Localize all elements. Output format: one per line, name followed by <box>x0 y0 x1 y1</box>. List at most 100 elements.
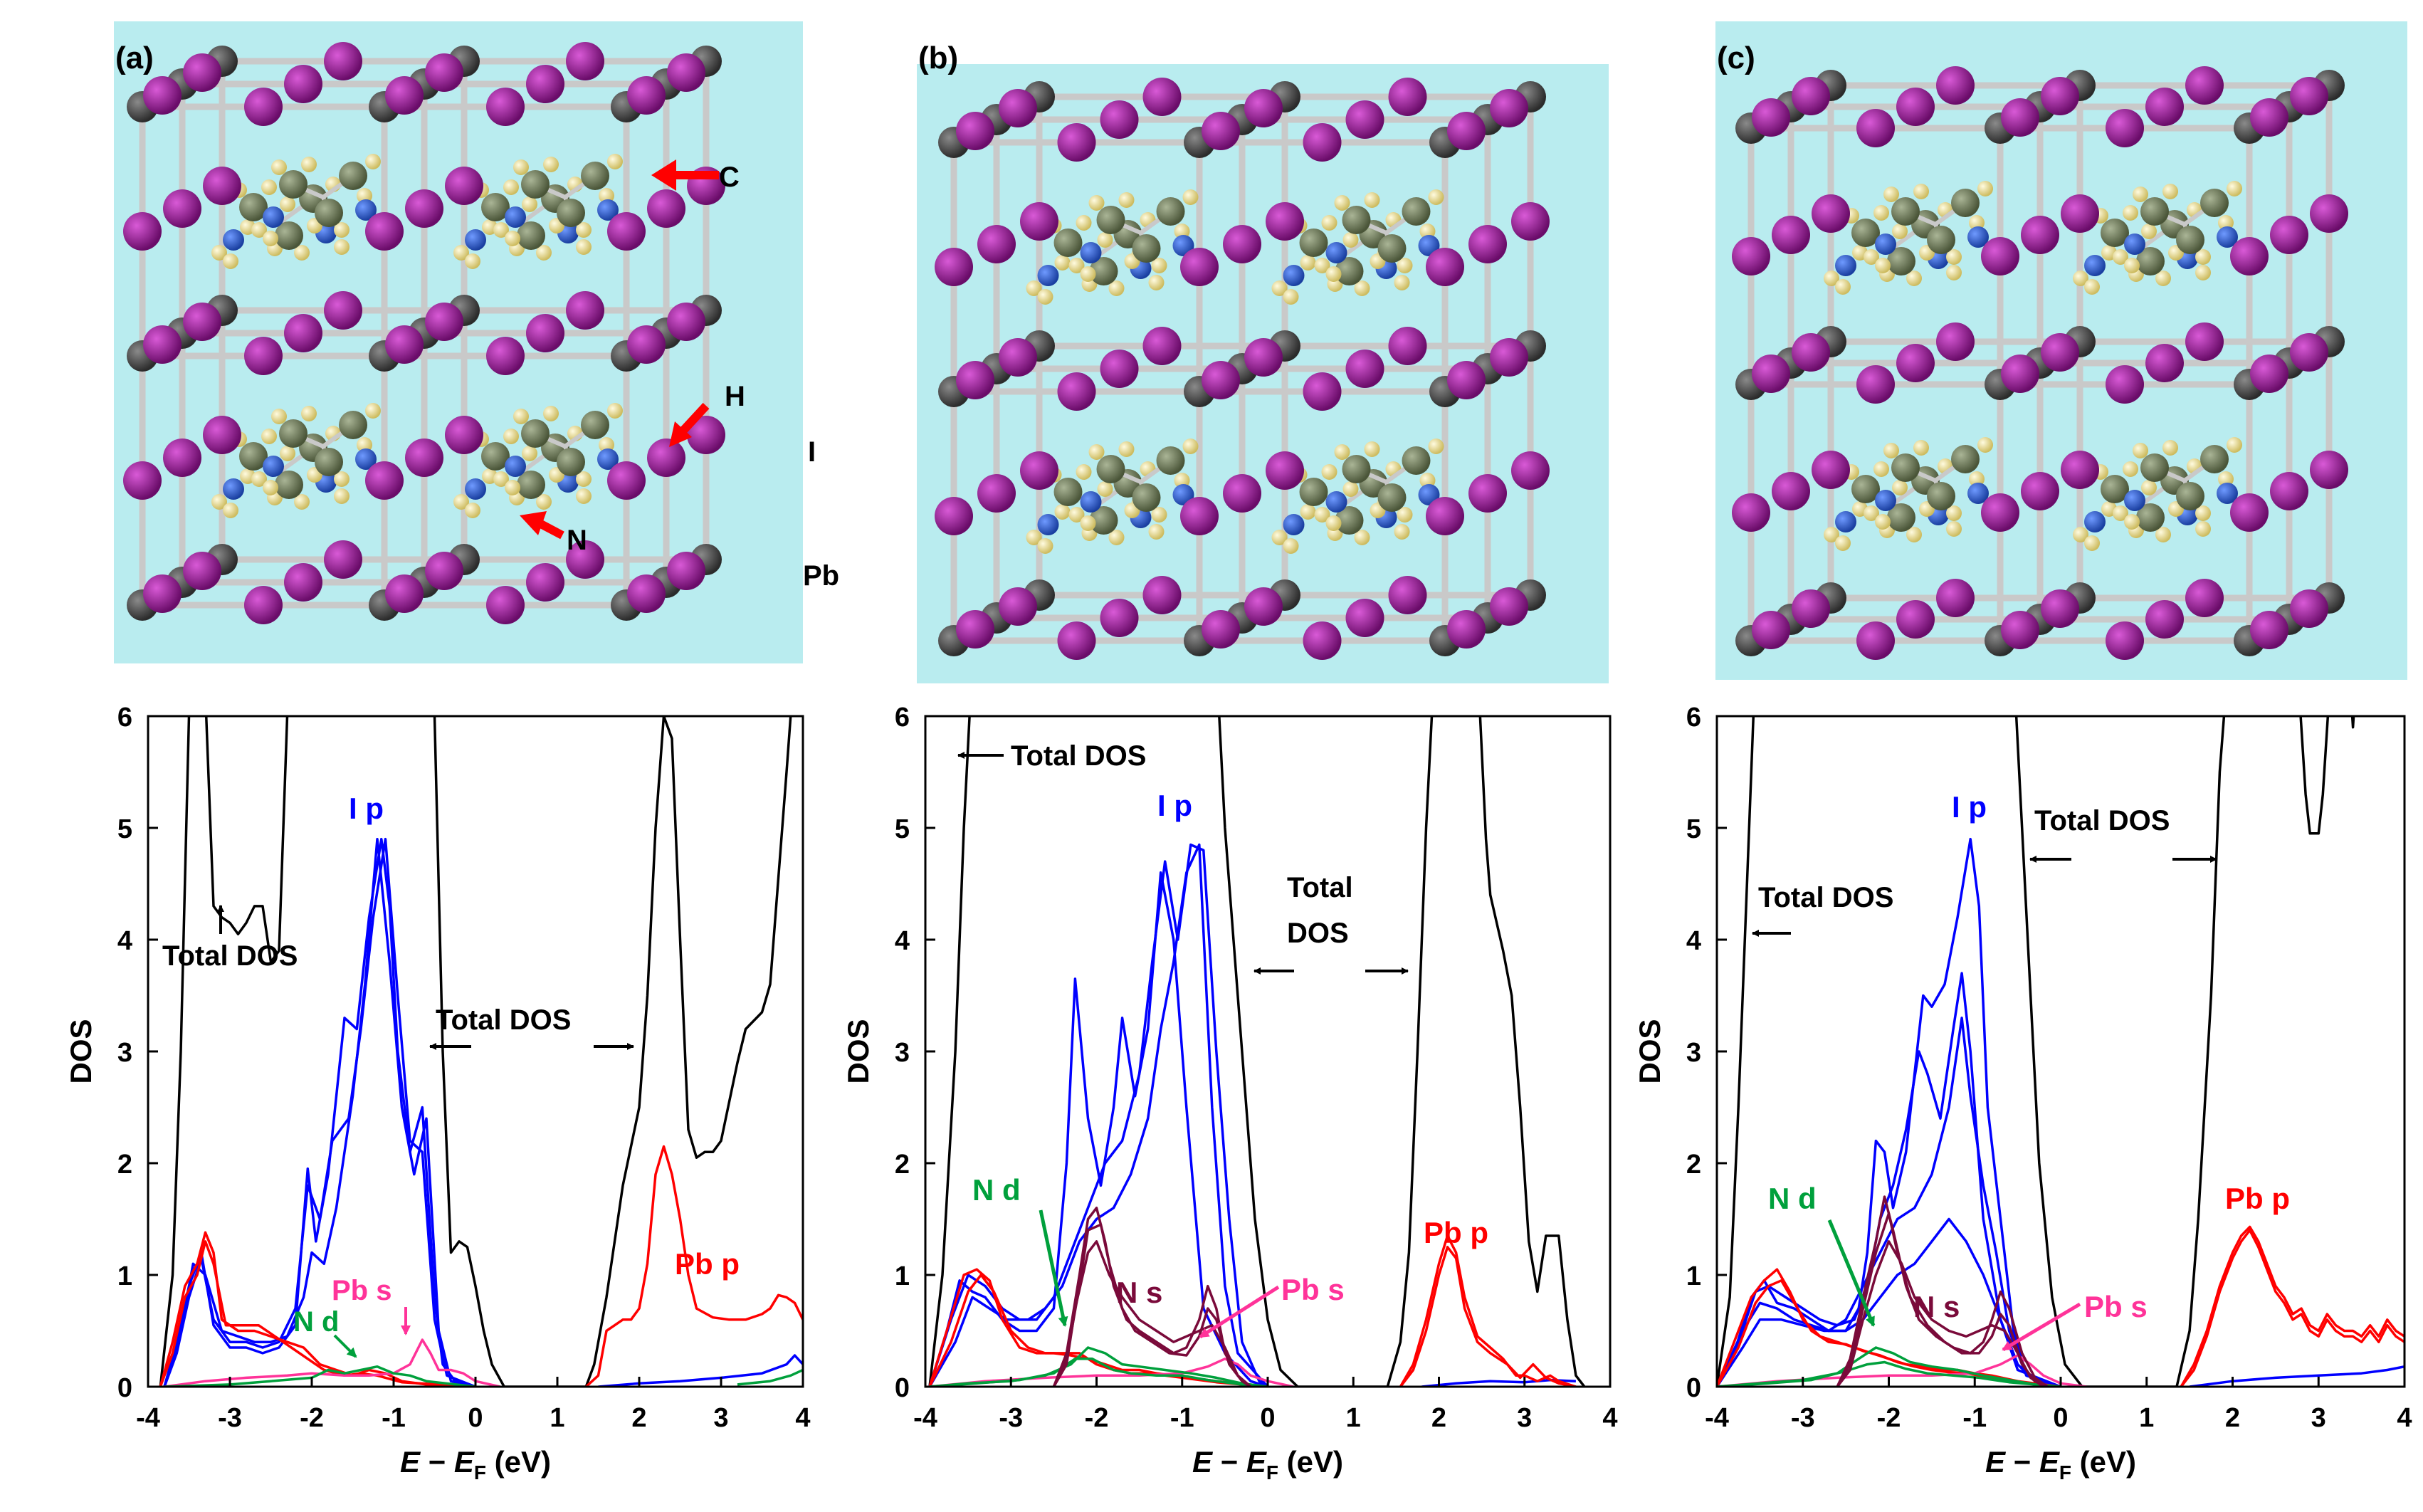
nitrogen-atom <box>1037 514 1059 535</box>
carbon-atom <box>1096 455 1125 483</box>
iodine-atom <box>1856 621 1895 660</box>
series-i-p <box>928 843 1269 1387</box>
series-n-d <box>1717 1360 2061 1387</box>
iodine-atom <box>1896 344 1935 382</box>
iodine-atom <box>2270 472 2308 510</box>
carbon-atom <box>275 471 303 499</box>
carbon-atom <box>2140 453 2169 482</box>
carbon-atom <box>1089 257 1118 285</box>
nitrogen-atom <box>597 448 619 470</box>
hydrogen-atom <box>503 179 519 195</box>
hydrogen-atom <box>301 157 317 172</box>
iodine-atom <box>1772 216 1810 254</box>
iodine-atom <box>183 552 221 590</box>
nitrogen-atom <box>223 229 244 251</box>
hydrogen-atom <box>1283 289 1299 305</box>
annotation-i-p: I p <box>1952 790 1987 824</box>
y-tick-label: 3 <box>1686 1038 1701 1068</box>
iodine-atom <box>2290 589 2328 628</box>
iodine-atom <box>1732 493 1770 532</box>
hydrogen-atom <box>1906 527 1922 542</box>
iodine-atom <box>977 225 1016 263</box>
carbon-atom <box>1402 197 1431 226</box>
dos-plot-a: Total DOS Total DOS I p Pb s N d Pb p -4… <box>64 703 811 1484</box>
hydrogen-atom <box>334 222 349 238</box>
carbon-atom <box>2101 219 2129 247</box>
annotation-i-p: I p <box>1157 789 1192 822</box>
iodine-atom <box>486 88 525 126</box>
y-axis-label: DOS <box>1633 1019 1666 1083</box>
carbon-atom <box>1342 206 1371 234</box>
y-tick-label: 5 <box>117 814 132 844</box>
x-tick-label: -2 <box>300 1403 324 1433</box>
series-i-p <box>163 837 476 1387</box>
carbon-atom <box>521 419 550 448</box>
hydrogen-atom <box>576 471 592 487</box>
iodine-atom <box>2250 611 2288 649</box>
hydrogen-atom <box>301 406 317 421</box>
iodine-atom <box>1752 611 1790 649</box>
iodine-atom <box>1772 472 1810 510</box>
hydrogen-atom <box>365 154 381 169</box>
hydrogen-atom <box>1148 275 1165 290</box>
hydrogen-atom <box>263 480 278 495</box>
iodine-atom <box>1303 123 1342 162</box>
y-axis-label: DOS <box>841 1019 875 1083</box>
y-axis-label: DOS <box>64 1019 98 1083</box>
x-axis-label-symbol: E <box>1246 1445 1268 1479</box>
iodine-atom <box>1732 237 1770 275</box>
hydrogen-atom <box>365 403 381 419</box>
iodine-atom <box>1856 365 1895 404</box>
iodine-atom <box>244 586 283 624</box>
hydrogen-atom <box>1271 280 1288 296</box>
hydrogen-atom <box>2141 224 2157 239</box>
carbon-atom <box>1053 229 1083 257</box>
hydrogen-atom <box>1873 461 1889 477</box>
organic-cations <box>1824 181 2251 551</box>
carbon-atom <box>339 162 367 190</box>
nitrogen-atom <box>1080 242 1102 263</box>
iodine-atom <box>143 76 182 115</box>
nitrogen-atom <box>1283 265 1305 286</box>
iodine-atom <box>405 439 443 477</box>
hydrogen-atom <box>1913 440 1929 456</box>
series-i-p <box>1717 972 2061 1387</box>
organic-cations <box>211 154 631 518</box>
series-n-s <box>1052 1207 1252 1387</box>
hydrogen-atom <box>1835 279 1851 295</box>
x-tick-label: 1 <box>550 1403 564 1433</box>
hydrogen-atom <box>1118 441 1135 457</box>
x-axis-label: E − EF (eV) <box>400 1445 551 1484</box>
hydrogen-atom <box>1873 205 1889 221</box>
annotation-n-s: N s <box>1913 1290 1960 1323</box>
iodine-atom <box>365 212 404 251</box>
iodine-atom <box>425 303 463 341</box>
iodine-atom <box>2021 216 2059 254</box>
iodine-atom <box>526 563 564 602</box>
x-tick-label: 3 <box>2311 1403 2326 1433</box>
annotation-pb-s: Pb s <box>1281 1273 1345 1306</box>
iodine-atom <box>1490 587 1528 626</box>
nitrogen-atom <box>1418 484 1440 505</box>
iodine-atom <box>1244 587 1283 626</box>
series-n-d <box>1717 1346 2061 1387</box>
iodine-atom <box>244 337 283 375</box>
hydrogen-atom <box>513 409 529 424</box>
iodine-atom <box>324 540 362 579</box>
hydrogen-atom <box>223 253 238 269</box>
annotation-total: Total <box>1287 872 1353 903</box>
iodine-atom <box>2001 98 2039 137</box>
hydrogen-atom <box>1883 187 1899 202</box>
x-tick-label: 1 <box>2139 1403 2154 1433</box>
iodine-atom <box>1266 451 1304 490</box>
arrow-line <box>1199 1285 1280 1339</box>
carbon-atom <box>517 221 545 250</box>
annotation-n-s: N s <box>1116 1276 1162 1309</box>
iodine-atom <box>1020 451 1058 490</box>
x-tick-label: 0 <box>2053 1403 2068 1433</box>
annotation-pb-p: Pb p <box>2225 1182 2290 1215</box>
iodine-atom <box>445 167 483 205</box>
x-tick-label: -1 <box>1962 1403 1987 1433</box>
x-tick-label: 2 <box>1431 1403 1446 1433</box>
carbon-atom <box>557 448 585 476</box>
